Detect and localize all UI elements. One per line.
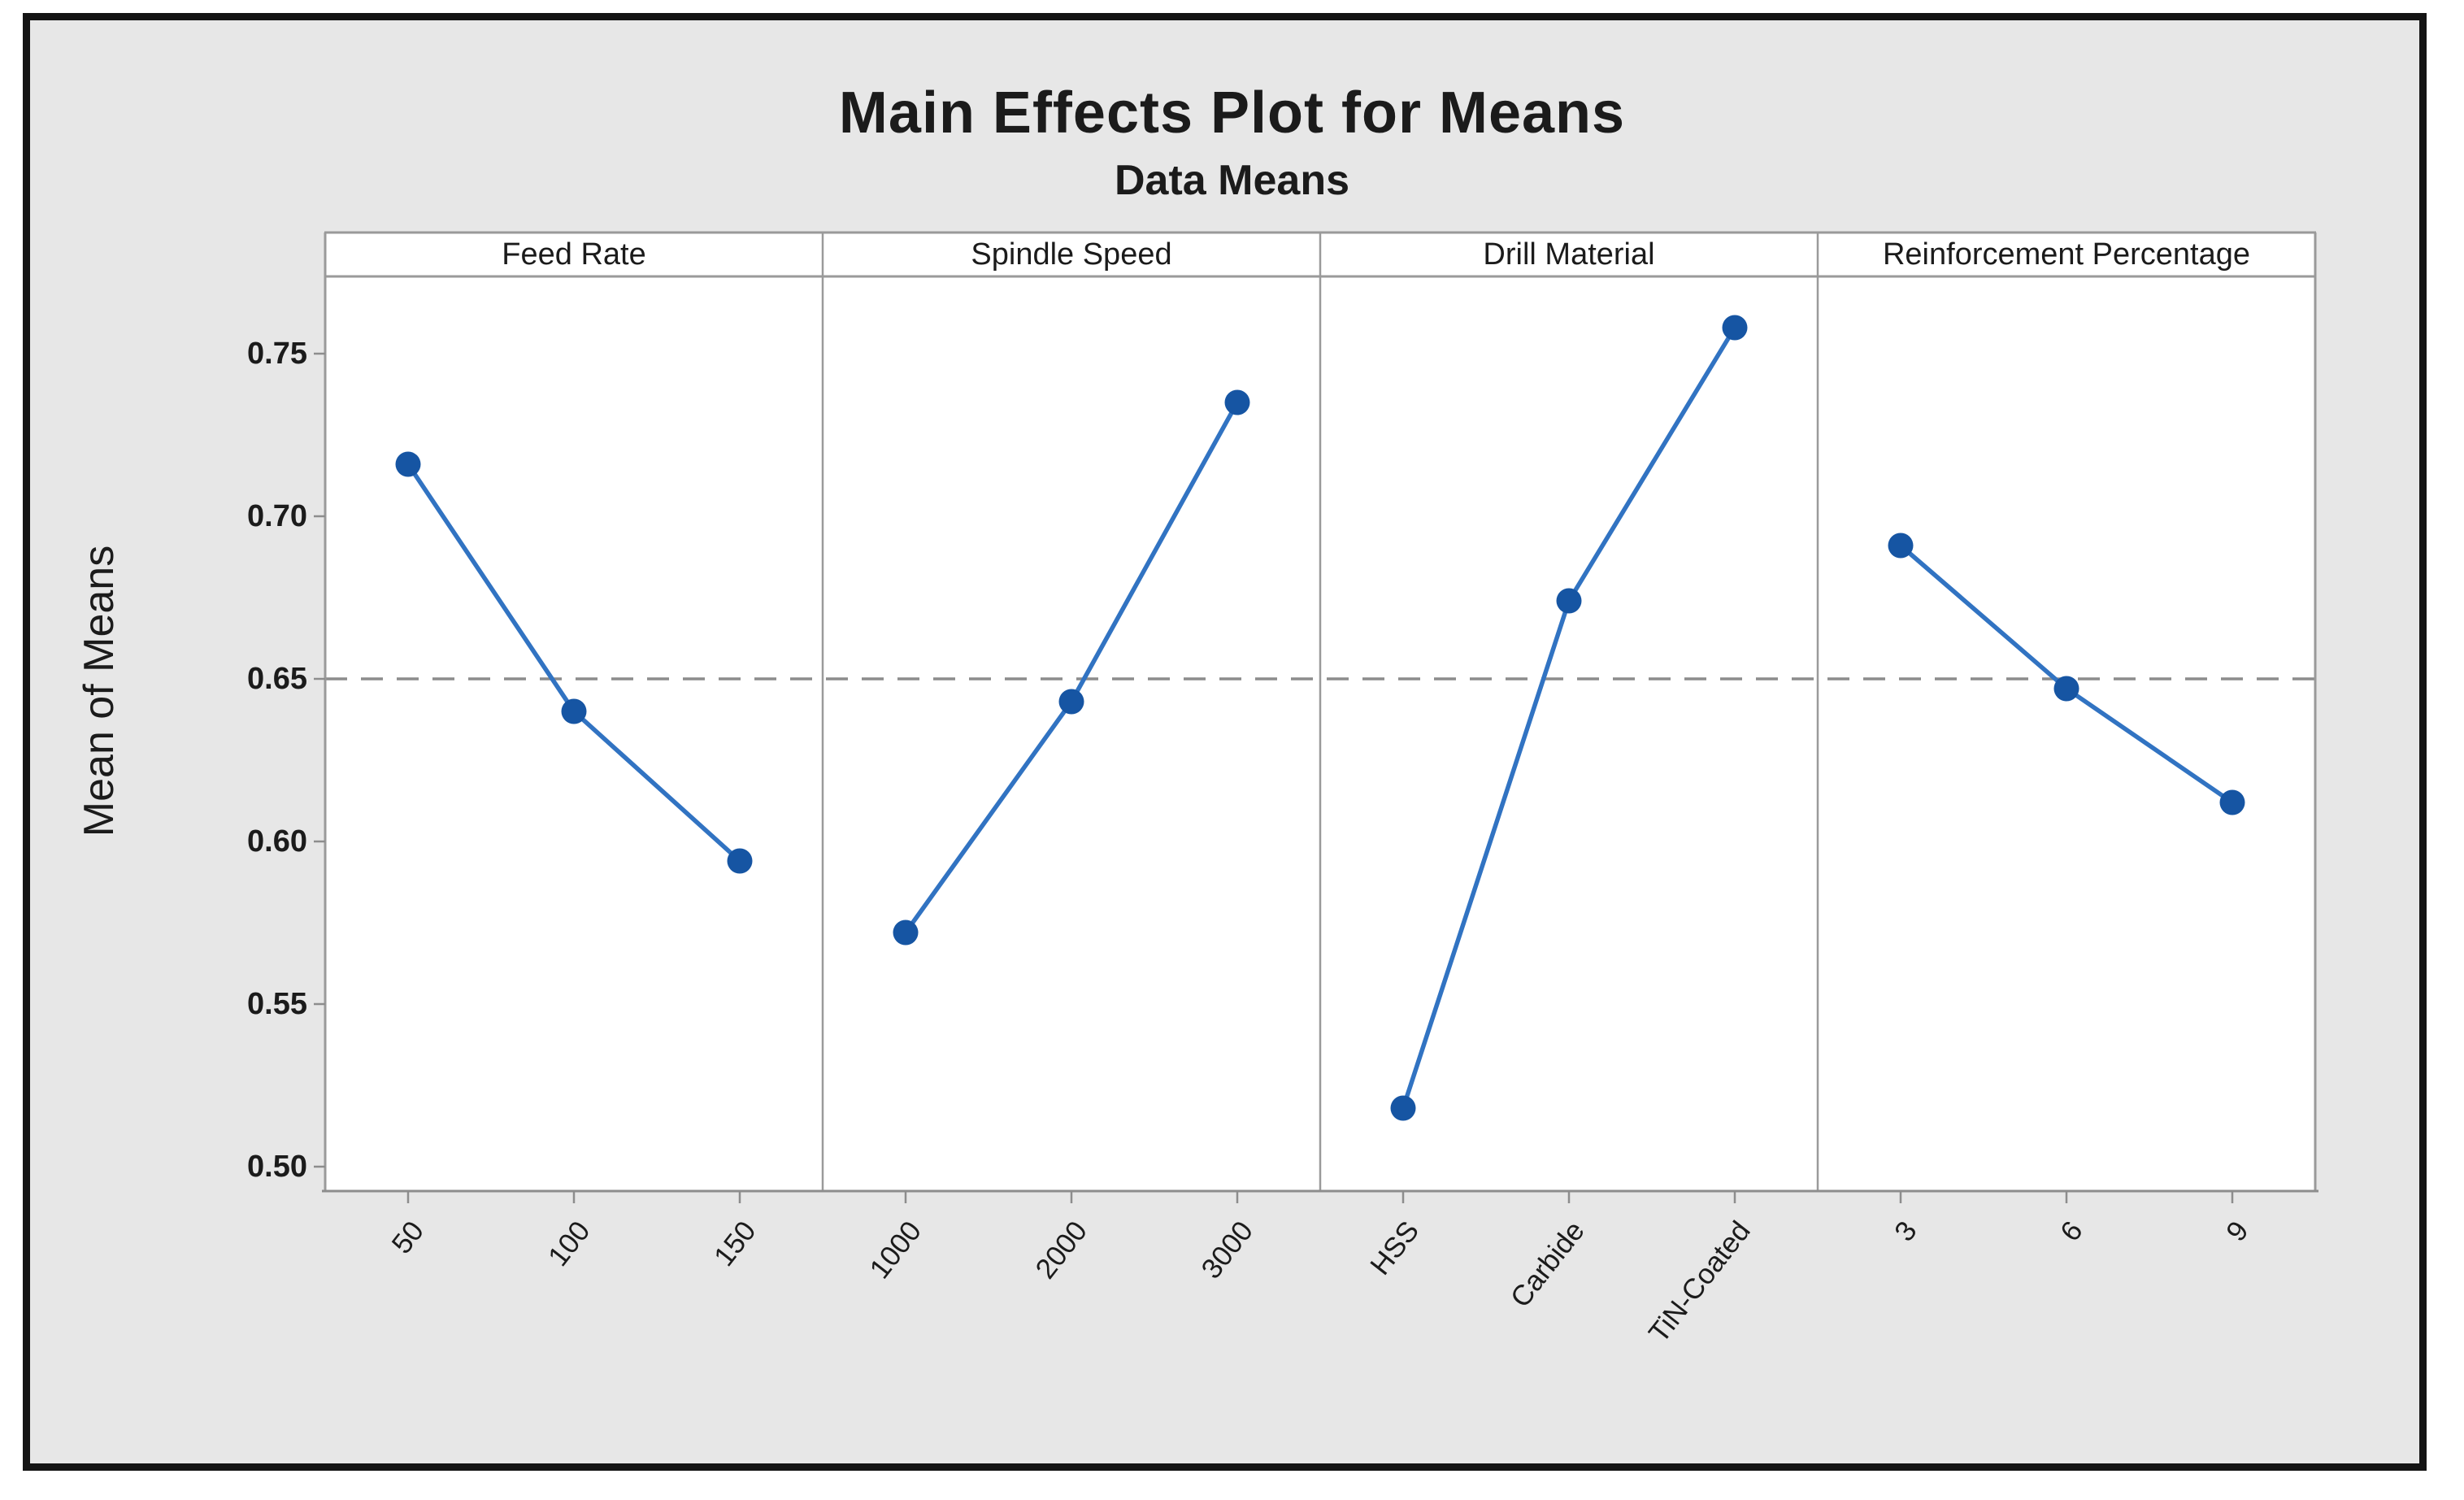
data-point-reinforcement-percentage-6 [2053, 676, 2079, 702]
data-point-feed-rate-150 [727, 848, 753, 874]
data-point-feed-rate-50 [395, 451, 421, 477]
data-point-drill-material-carbide [1556, 588, 1582, 614]
data-point-reinforcement-percentage-3 [1888, 533, 1914, 559]
data-point-spindle-speed-3000 [1224, 389, 1250, 415]
data-point-feed-rate-100 [561, 698, 587, 724]
data-point-reinforcement-percentage-9 [2219, 789, 2245, 815]
data-point-drill-material-tin-coated [1722, 315, 1748, 341]
data-point-spindle-speed-1000 [893, 920, 919, 946]
data-point-spindle-speed-2000 [1058, 689, 1084, 715]
data-point-drill-material-hss [1390, 1095, 1416, 1121]
